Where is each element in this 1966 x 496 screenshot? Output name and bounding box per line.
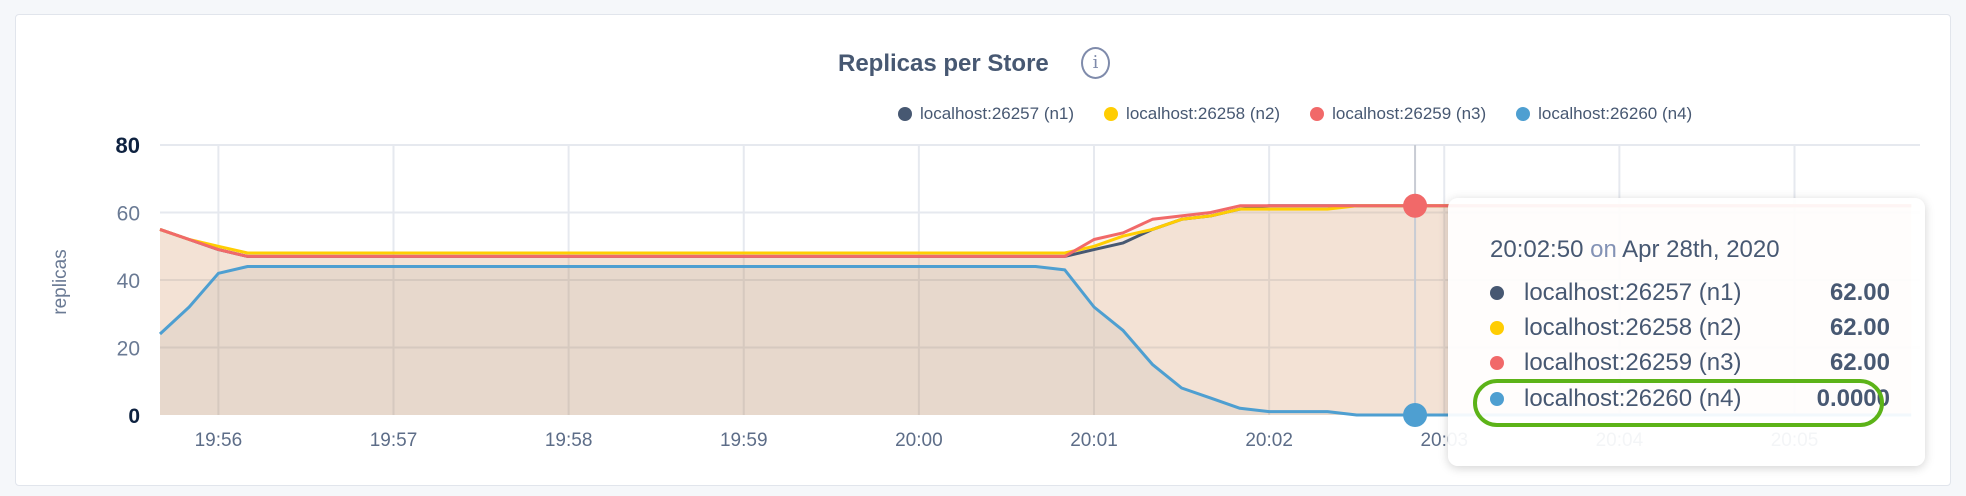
x-tick-label: 19:58: [545, 430, 593, 451]
x-tick-label: 19:56: [195, 430, 243, 451]
tooltip-date: Apr 28th, 2020: [1622, 236, 1780, 263]
y-tick-label: 40: [117, 270, 140, 293]
tooltip-row: localhost:26258 (n2) 62.00: [1490, 311, 1890, 345]
x-tick-label: 20:02: [1245, 430, 1293, 451]
tooltip-value: 62.00: [1829, 314, 1890, 341]
y-tick-label: 60: [117, 203, 140, 226]
hover-point: [1403, 403, 1428, 427]
x-tick-label: 20:01: [1070, 430, 1118, 451]
legend-label: localhost:26258 (n2): [1126, 104, 1281, 123]
x-tick-label: 20:00: [895, 430, 943, 451]
series-area: [160, 266, 1912, 415]
legend-label: localhost:26259 (n3): [1332, 104, 1487, 123]
y-tick-label: 20: [117, 338, 140, 361]
legend-label: localhost:26257 (n1): [920, 104, 1075, 123]
tooltip-row: localhost:26257 (n1) 62.00: [1490, 276, 1890, 310]
x-tick-label: 19:59: [720, 430, 768, 451]
tooltip-time: 20:02:50: [1490, 236, 1584, 263]
series-dot: [1490, 286, 1504, 300]
tooltip: 20:02:50 on Apr 28th, 2020 localhost:262…: [1448, 198, 1925, 466]
y-tick-label: 80: [116, 133, 140, 158]
tooltip-timestamp: 20:02:50 on Apr 28th, 2020: [1490, 236, 1780, 264]
tooltip-series-name: localhost:26259 (n3): [1524, 349, 1742, 376]
legend-label: localhost:26260 (n4): [1538, 104, 1693, 123]
x-tick-label: 19:57: [370, 430, 418, 451]
tooltip-on: on: [1590, 236, 1617, 263]
legend-item-n2[interactable]: localhost:26258 (n2): [1104, 104, 1280, 124]
chart-title: Replicas per Store: [838, 50, 1049, 77]
legend-dot: [898, 107, 912, 121]
tooltip-series-name: localhost:26260 (n4): [1524, 385, 1742, 412]
legend-dot: [1104, 107, 1119, 121]
legend-item-n4[interactable]: localhost:26260 (n4): [1516, 104, 1692, 124]
y-axis-label: replicas: [50, 249, 71, 314]
highlight-ring: [1473, 379, 1884, 427]
legend-item-n3[interactable]: localhost:26259 (n3): [1310, 104, 1486, 124]
legend: localhost:26257 (n1) localhost:26258 (n2…: [898, 104, 1692, 124]
legend-dot: [1310, 107, 1325, 121]
legend-item-n1[interactable]: localhost:26257 (n1): [898, 104, 1074, 124]
tooltip-series-name: localhost:26258 (n2): [1524, 314, 1742, 341]
series-dot: [1490, 321, 1504, 335]
hover-point: [1403, 193, 1428, 218]
y-tick-label: 0: [128, 405, 140, 428]
tooltip-row: localhost:26259 (n3) 62.00: [1490, 346, 1890, 380]
tooltip-series-name: localhost:26257 (n1): [1524, 279, 1742, 306]
tooltip-value: 62.00: [1829, 349, 1890, 376]
legend-dot: [1516, 107, 1531, 121]
tooltip-value: 62.00: [1829, 279, 1890, 306]
series-dot: [1490, 356, 1504, 370]
info-circle-icon[interactable]: i: [1081, 47, 1110, 79]
